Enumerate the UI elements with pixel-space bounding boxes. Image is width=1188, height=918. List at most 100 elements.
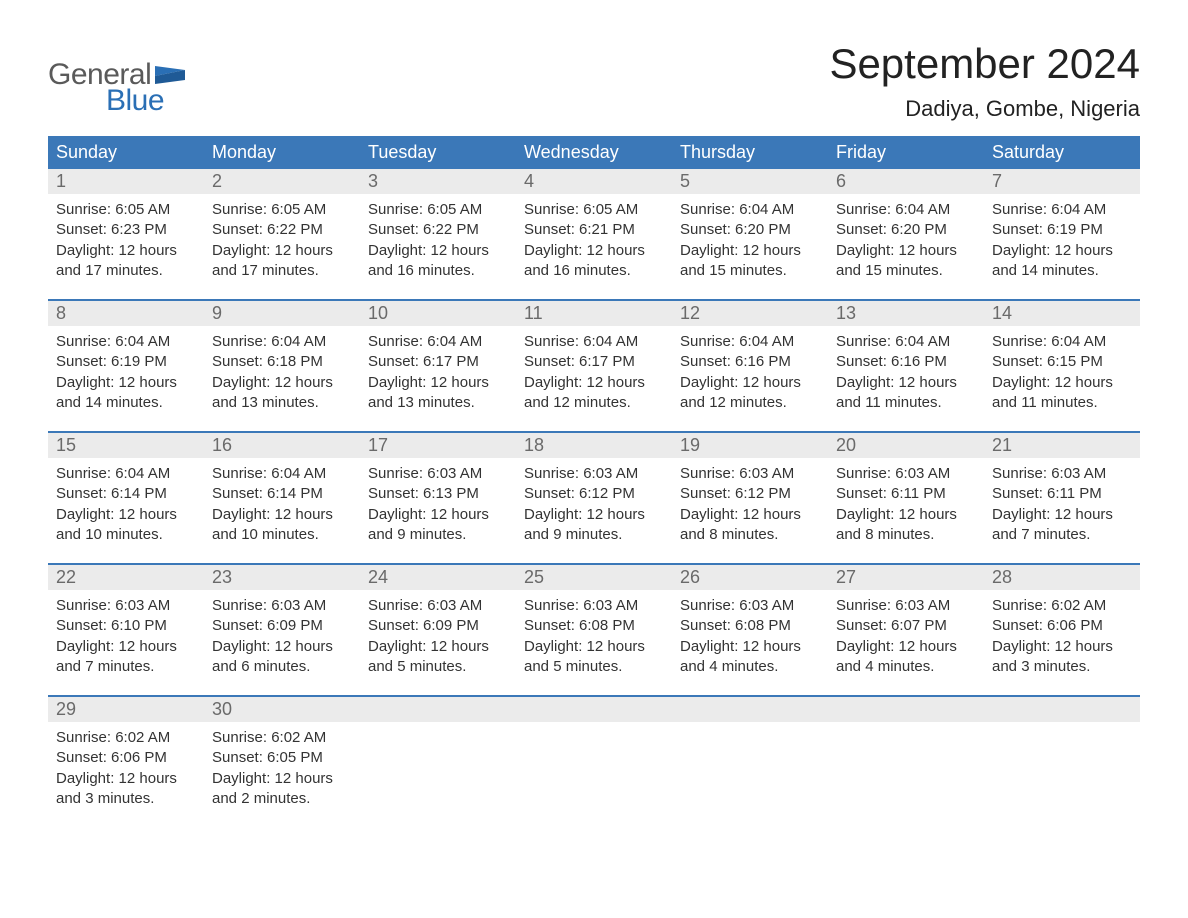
sunrise-text: Sunrise: 6:05 AM [212, 200, 352, 220]
day-cell: Sunrise: 6:04 AMSunset: 6:17 PMDaylight:… [360, 326, 516, 417]
daylight-text: and 7 minutes. [992, 525, 1132, 545]
day-number: 27 [828, 565, 984, 590]
daylight-text: and 14 minutes. [56, 393, 196, 413]
daylight-text: Daylight: 12 hours [212, 373, 352, 393]
sunrise-text: Sunrise: 6:04 AM [56, 464, 196, 484]
sunset-text: Sunset: 6:11 PM [992, 484, 1132, 504]
calendar-header-row: Sunday Monday Tuesday Wednesday Thursday… [48, 136, 1140, 169]
sunrise-text: Sunrise: 6:04 AM [836, 200, 976, 220]
sunset-text: Sunset: 6:17 PM [368, 352, 508, 372]
sunset-text: Sunset: 6:16 PM [680, 352, 820, 372]
weeks-container: 1234567Sunrise: 6:05 AMSunset: 6:23 PMDa… [48, 169, 1140, 813]
sunset-text: Sunset: 6:09 PM [212, 616, 352, 636]
sunset-text: Sunset: 6:20 PM [680, 220, 820, 240]
day-cell: Sunrise: 6:03 AMSunset: 6:12 PMDaylight:… [672, 458, 828, 549]
day-number: 15 [48, 433, 204, 458]
sunset-text: Sunset: 6:15 PM [992, 352, 1132, 372]
sunset-text: Sunset: 6:07 PM [836, 616, 976, 636]
col-friday: Friday [828, 136, 984, 169]
day-number: 16 [204, 433, 360, 458]
day-number: 22 [48, 565, 204, 590]
week-row: 22232425262728Sunrise: 6:03 AMSunset: 6:… [48, 563, 1140, 681]
daylight-text: and 17 minutes. [212, 261, 352, 281]
daylight-text: and 7 minutes. [56, 657, 196, 677]
day-cell: Sunrise: 6:04 AMSunset: 6:20 PMDaylight:… [672, 194, 828, 285]
day-number [984, 697, 1140, 722]
daylight-text: and 17 minutes. [56, 261, 196, 281]
day-cell [672, 722, 828, 813]
daylight-text: Daylight: 12 hours [836, 241, 976, 261]
sunrise-text: Sunrise: 6:05 AM [56, 200, 196, 220]
brand-logo: General Blue [48, 58, 185, 118]
day-number [828, 697, 984, 722]
flag-icon [155, 66, 185, 84]
sunset-text: Sunset: 6:06 PM [992, 616, 1132, 636]
sunset-text: Sunset: 6:14 PM [56, 484, 196, 504]
day-number: 6 [828, 169, 984, 194]
day-number: 7 [984, 169, 1140, 194]
sunset-text: Sunset: 6:22 PM [368, 220, 508, 240]
daylight-text: Daylight: 12 hours [524, 373, 664, 393]
day-number [516, 697, 672, 722]
daylight-text: and 8 minutes. [680, 525, 820, 545]
col-sunday: Sunday [48, 136, 204, 169]
daylight-text: and 13 minutes. [368, 393, 508, 413]
sunrise-text: Sunrise: 6:03 AM [836, 464, 976, 484]
day-cell [828, 722, 984, 813]
daylight-text: Daylight: 12 hours [992, 637, 1132, 657]
daylight-text: Daylight: 12 hours [680, 373, 820, 393]
sunrise-text: Sunrise: 6:04 AM [992, 332, 1132, 352]
daylight-text: Daylight: 12 hours [56, 505, 196, 525]
daylight-text: Daylight: 12 hours [836, 373, 976, 393]
sunset-text: Sunset: 6:11 PM [836, 484, 976, 504]
month-title: September 2024 [829, 40, 1140, 88]
daylight-text: Daylight: 12 hours [212, 505, 352, 525]
day-cell: Sunrise: 6:04 AMSunset: 6:20 PMDaylight:… [828, 194, 984, 285]
daylight-text: Daylight: 12 hours [368, 373, 508, 393]
day-number: 23 [204, 565, 360, 590]
sunrise-text: Sunrise: 6:03 AM [524, 596, 664, 616]
sunrise-text: Sunrise: 6:03 AM [836, 596, 976, 616]
day-cell: Sunrise: 6:02 AMSunset: 6:05 PMDaylight:… [204, 722, 360, 813]
daylight-text: Daylight: 12 hours [56, 373, 196, 393]
daylight-text: and 9 minutes. [368, 525, 508, 545]
day-number: 12 [672, 301, 828, 326]
calendar: Sunday Monday Tuesday Wednesday Thursday… [48, 136, 1140, 813]
day-number: 17 [360, 433, 516, 458]
daylight-text: Daylight: 12 hours [212, 769, 352, 789]
day-cell: Sunrise: 6:04 AMSunset: 6:19 PMDaylight:… [48, 326, 204, 417]
sunset-text: Sunset: 6:19 PM [992, 220, 1132, 240]
day-number: 28 [984, 565, 1140, 590]
title-block: September 2024 Dadiya, Gombe, Nigeria [829, 40, 1140, 122]
daylight-text: and 8 minutes. [836, 525, 976, 545]
sunset-text: Sunset: 6:20 PM [836, 220, 976, 240]
day-number: 3 [360, 169, 516, 194]
sunset-text: Sunset: 6:08 PM [680, 616, 820, 636]
daylight-text: and 5 minutes. [368, 657, 508, 677]
sunset-text: Sunset: 6:12 PM [680, 484, 820, 504]
day-number: 14 [984, 301, 1140, 326]
day-cell: Sunrise: 6:03 AMSunset: 6:13 PMDaylight:… [360, 458, 516, 549]
sunset-text: Sunset: 6:16 PM [836, 352, 976, 372]
day-number: 2 [204, 169, 360, 194]
sunset-text: Sunset: 6:09 PM [368, 616, 508, 636]
sunset-text: Sunset: 6:18 PM [212, 352, 352, 372]
day-cell: Sunrise: 6:05 AMSunset: 6:23 PMDaylight:… [48, 194, 204, 285]
daylight-text: and 5 minutes. [524, 657, 664, 677]
day-number: 24 [360, 565, 516, 590]
day-number: 1 [48, 169, 204, 194]
day-cell: Sunrise: 6:03 AMSunset: 6:08 PMDaylight:… [516, 590, 672, 681]
daylight-text: Daylight: 12 hours [836, 637, 976, 657]
sunrise-text: Sunrise: 6:04 AM [680, 200, 820, 220]
sunset-text: Sunset: 6:05 PM [212, 748, 352, 768]
sunset-text: Sunset: 6:17 PM [524, 352, 664, 372]
daylight-text: Daylight: 12 hours [680, 505, 820, 525]
sunset-text: Sunset: 6:12 PM [524, 484, 664, 504]
sunrise-text: Sunrise: 6:03 AM [680, 464, 820, 484]
week-row: 2930Sunrise: 6:02 AMSunset: 6:06 PMDayli… [48, 695, 1140, 813]
daylight-text: and 12 minutes. [680, 393, 820, 413]
day-cell: Sunrise: 6:04 AMSunset: 6:16 PMDaylight:… [672, 326, 828, 417]
sunset-text: Sunset: 6:10 PM [56, 616, 196, 636]
daylight-text: Daylight: 12 hours [56, 637, 196, 657]
sunrise-text: Sunrise: 6:05 AM [368, 200, 508, 220]
